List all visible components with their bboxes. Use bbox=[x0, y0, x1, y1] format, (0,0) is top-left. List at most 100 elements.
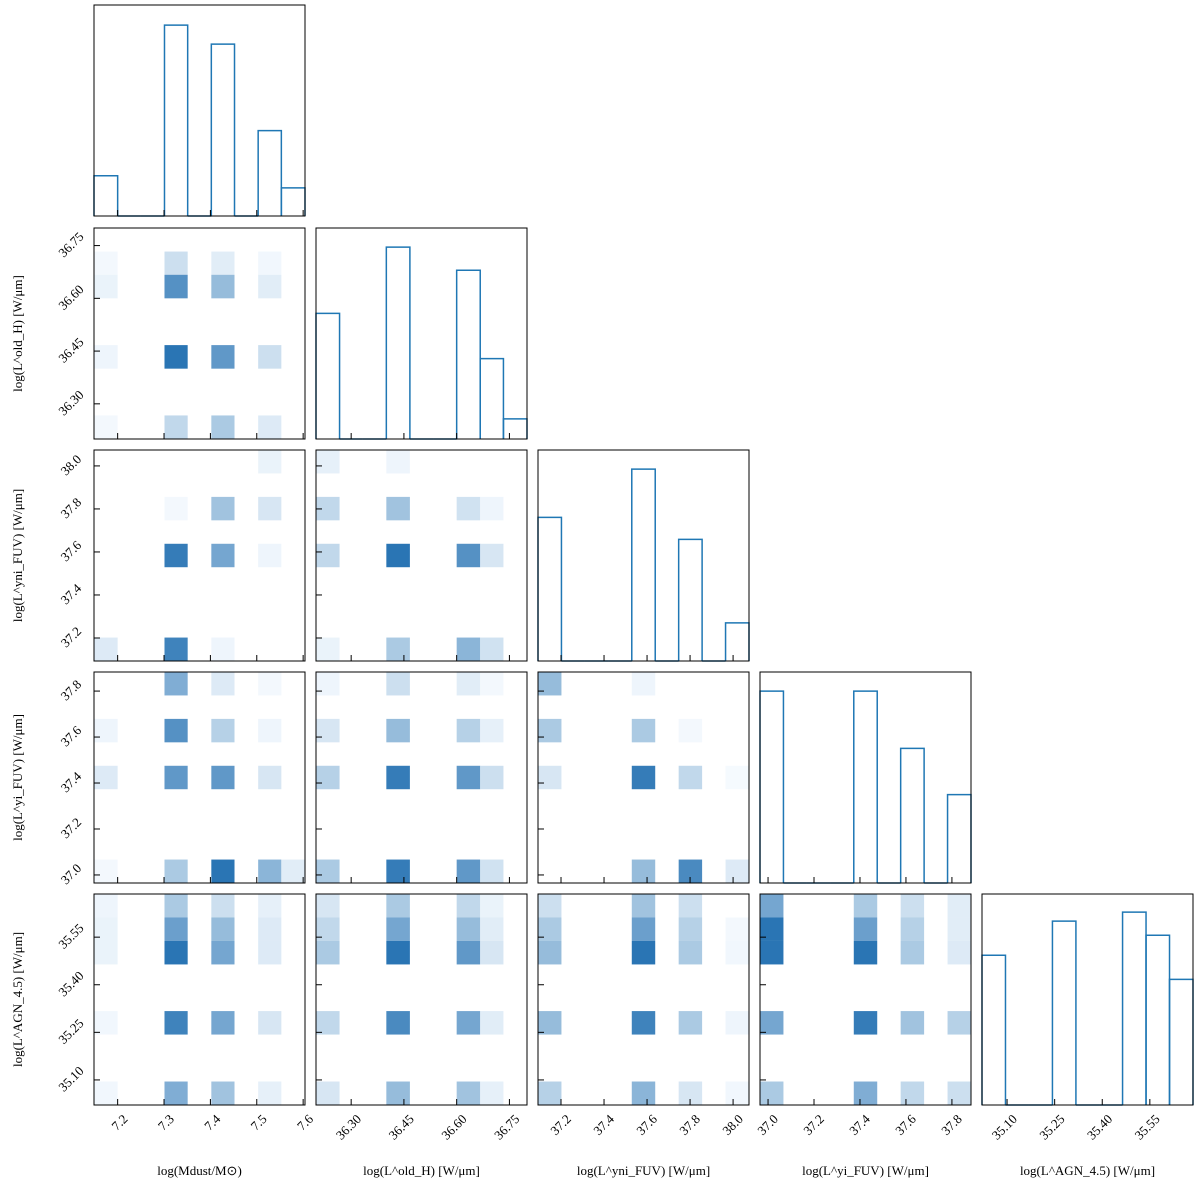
x-tick-label: 37.2 bbox=[800, 1111, 827, 1138]
x-tick-label: 36.45 bbox=[386, 1111, 417, 1142]
histogram-bin bbox=[981, 954, 1007, 1105]
histogram-bin bbox=[163, 24, 189, 216]
histogram-bin bbox=[315, 312, 341, 439]
density-cell bbox=[164, 1081, 188, 1105]
density-cell bbox=[316, 672, 340, 696]
density-cell bbox=[258, 251, 282, 275]
x-tick-label: 7.6 bbox=[294, 1111, 316, 1133]
density-cell bbox=[164, 345, 188, 369]
density-cell bbox=[211, 718, 235, 743]
density-cell bbox=[947, 1081, 971, 1105]
density-cell bbox=[456, 1011, 481, 1035]
x-axis-label: log(L^yi_FUV) [W/μm] bbox=[802, 1163, 929, 1178]
density-cell bbox=[386, 718, 410, 743]
density-cell bbox=[94, 859, 118, 883]
density-cell bbox=[211, 894, 235, 918]
y-tick-label: 35.25 bbox=[55, 1016, 86, 1047]
x-tick-label: 35.25 bbox=[1036, 1111, 1067, 1142]
x-tick-label: 38.0 bbox=[719, 1111, 746, 1138]
density-cell bbox=[211, 1081, 235, 1105]
x-axis-label: log(L^old_H) [W/μm] bbox=[363, 1163, 480, 1178]
x-tick-label: 36.75 bbox=[491, 1111, 522, 1142]
density-cell bbox=[164, 894, 188, 918]
y-tick-label: 37.8 bbox=[58, 495, 85, 522]
density-cell bbox=[678, 1011, 703, 1035]
density-cell bbox=[480, 894, 504, 918]
panel-frame bbox=[93, 4, 306, 217]
x-axis-label: log(Mdust/M⊙) bbox=[157, 1163, 242, 1178]
density-cell bbox=[164, 859, 188, 883]
density-cell bbox=[386, 637, 410, 661]
density-cell bbox=[538, 672, 562, 696]
panel-frame bbox=[759, 893, 972, 1106]
density-cell bbox=[853, 940, 878, 965]
density-cell bbox=[258, 274, 282, 299]
density-cell bbox=[947, 1011, 971, 1035]
density-cell bbox=[94, 765, 118, 790]
density-cell bbox=[281, 859, 305, 883]
density-cell bbox=[211, 415, 235, 439]
density-cell bbox=[678, 765, 703, 790]
density-cell bbox=[386, 450, 410, 474]
density-cell bbox=[456, 940, 481, 965]
y-axis-label: log(L^old_H) [W/μm] bbox=[10, 275, 25, 392]
density-cell bbox=[456, 765, 481, 790]
density-cell bbox=[760, 1011, 784, 1035]
density-cell bbox=[631, 672, 656, 696]
density-cell bbox=[538, 1011, 562, 1035]
density-cell bbox=[94, 274, 118, 299]
y-tick-label: 36.45 bbox=[55, 334, 86, 365]
density-cell bbox=[386, 859, 410, 883]
x-tick-label: 37.6 bbox=[892, 1111, 919, 1138]
density-cell bbox=[631, 917, 656, 941]
density-cell bbox=[480, 1081, 504, 1105]
x-tick-label: 7.5 bbox=[248, 1111, 270, 1133]
density-cell bbox=[900, 917, 925, 941]
density-cell bbox=[94, 1081, 118, 1105]
density-cell bbox=[631, 1011, 656, 1035]
density-cell bbox=[164, 251, 188, 275]
density-cell bbox=[725, 917, 749, 941]
x-tick-label: 36.30 bbox=[333, 1111, 364, 1142]
panel-frame bbox=[315, 893, 528, 1106]
x-tick-label: 37.6 bbox=[633, 1111, 660, 1138]
density-cell bbox=[386, 917, 410, 941]
density-cell bbox=[853, 1011, 878, 1035]
density-cell bbox=[760, 1081, 784, 1105]
density-cell bbox=[316, 718, 340, 743]
density-cell bbox=[678, 894, 703, 918]
density-cell bbox=[678, 718, 703, 743]
density-cell bbox=[725, 1081, 749, 1105]
panel-frame bbox=[93, 449, 306, 662]
panel-frame bbox=[315, 671, 528, 884]
density-cell bbox=[386, 672, 410, 696]
density-cell bbox=[678, 1081, 703, 1105]
x-axis-label: log(L^yni_FUV) [W/μm] bbox=[577, 1163, 710, 1178]
density-cell bbox=[386, 496, 410, 521]
y-axis-label: log(L^AGN_4.5) [W/μm] bbox=[10, 932, 25, 1067]
density-cell bbox=[164, 672, 188, 696]
y-tick-label: 37.6 bbox=[58, 722, 85, 749]
density-cell bbox=[211, 765, 235, 790]
density-cell bbox=[947, 940, 971, 965]
density-cell bbox=[164, 917, 188, 941]
density-cell bbox=[760, 917, 784, 941]
y-tick-label: 37.6 bbox=[58, 537, 85, 564]
x-tick-label: 37.4 bbox=[846, 1111, 873, 1138]
density-cell bbox=[316, 543, 340, 568]
density-cell bbox=[386, 1081, 410, 1105]
density-cell bbox=[480, 672, 504, 696]
histogram-bin bbox=[455, 269, 481, 439]
density-cell bbox=[258, 450, 282, 474]
density-cell bbox=[725, 940, 749, 965]
x-tick-label: 37.8 bbox=[938, 1111, 965, 1138]
density-cell bbox=[631, 718, 656, 743]
y-tick-label: 37.8 bbox=[58, 677, 85, 704]
density-cell bbox=[631, 1081, 656, 1105]
density-cell bbox=[316, 894, 340, 918]
density-cell bbox=[900, 1011, 925, 1035]
density-cell bbox=[164, 765, 188, 790]
histogram-bin bbox=[257, 129, 283, 216]
density-cell bbox=[853, 894, 878, 918]
density-cell bbox=[631, 894, 656, 918]
